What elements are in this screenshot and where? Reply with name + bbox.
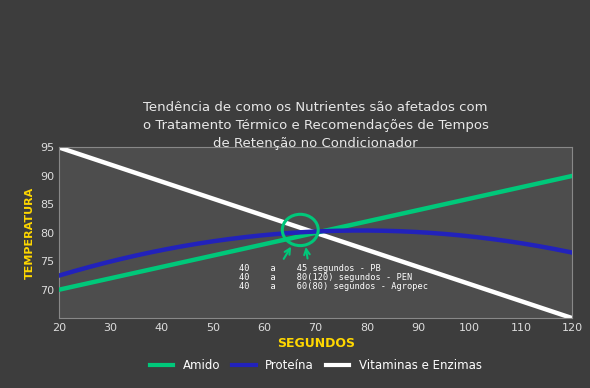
Text: 40    a    60(80) segundos - Agropec: 40 a 60(80) segundos - Agropec: [238, 282, 428, 291]
Text: 40    a    80(120) segundos - PEN: 40 a 80(120) segundos - PEN: [238, 273, 412, 282]
Text: 40    a    45 segundos - PB: 40 a 45 segundos - PB: [238, 264, 381, 273]
Y-axis label: TEMPERATURA: TEMPERATURA: [24, 187, 34, 279]
X-axis label: SEGUNDOS: SEGUNDOS: [277, 337, 355, 350]
Title: Tendência de como os Nutrientes são afetados com
o Tratamento Térmico e Recomend: Tendência de como os Nutrientes são afet…: [143, 101, 489, 151]
Legend: Amido, Proteína, Vitaminas e Enzimas: Amido, Proteína, Vitaminas e Enzimas: [145, 355, 486, 377]
